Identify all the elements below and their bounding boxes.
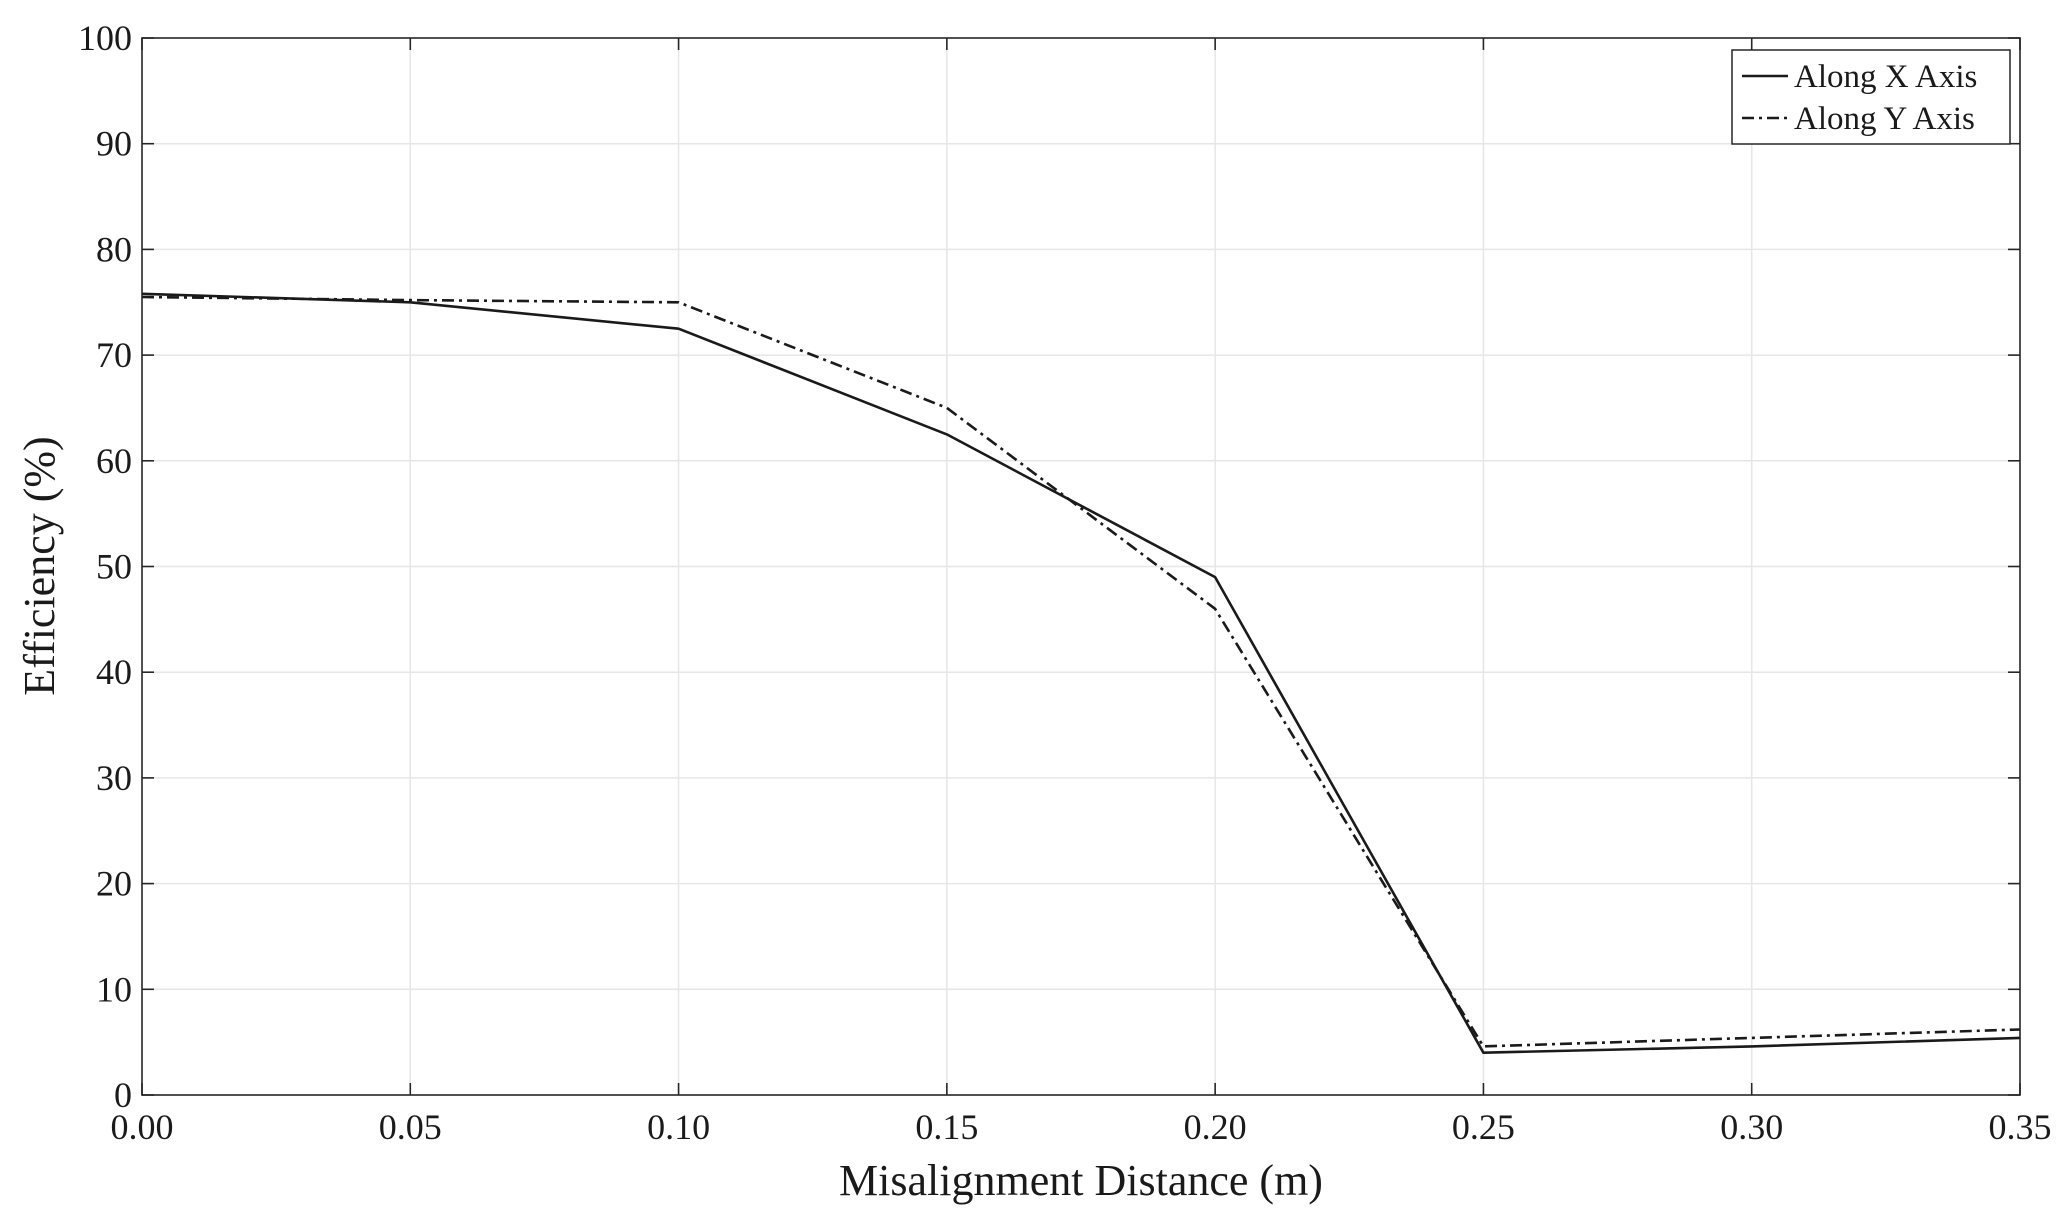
legend: Along X Axis Along Y Axis — [1731, 49, 2011, 145]
y-tick-label: 80 — [96, 229, 132, 269]
y-tick-label: 100 — [78, 18, 132, 58]
axis-ticks — [141, 37, 2021, 1096]
legend-label-along-y: Along Y Axis — [1794, 101, 1975, 137]
x-tick-label: 0.35 — [1989, 1107, 2052, 1147]
x-tick-label: 0.10 — [647, 1107, 710, 1147]
y-tick-label: 90 — [96, 124, 132, 164]
series-line-along-x-axis — [141, 292, 2021, 1054]
grid — [142, 38, 2020, 1095]
y-tick-label: 70 — [96, 335, 132, 375]
x-tick-label: 0.05 — [379, 1107, 442, 1147]
y-tick-label: 0 — [114, 1075, 132, 1115]
y-tick-label: 30 — [96, 758, 132, 798]
series-lines — [141, 292, 2021, 1054]
x-tick-label: 0.15 — [915, 1107, 978, 1147]
y-tick-labels: 0 10 20 30 40 50 60 70 80 90 100 — [78, 18, 132, 1115]
x-tick-labels: 0.00 0.05 0.10 0.15 0.20 0.25 0.30 0.35 — [111, 1107, 2052, 1147]
x-tick-label: 0.25 — [1452, 1107, 1515, 1147]
y-tick-label: 60 — [96, 441, 132, 481]
x-tick-label: 0.30 — [1720, 1107, 1783, 1147]
legend-label-along-x: Along X Axis — [1794, 59, 1977, 95]
x-axis-label: Misalignment Distance (m) — [839, 1156, 1323, 1205]
y-tick-label: 40 — [96, 652, 132, 692]
y-axis-label: Efficiency (%) — [15, 436, 64, 695]
series-line-along-y-axis — [141, 295, 2021, 1048]
legend-box — [1731, 49, 2011, 145]
x-tick-label: 0.00 — [111, 1107, 174, 1147]
y-tick-label: 20 — [96, 864, 132, 904]
y-tick-label: 10 — [96, 969, 132, 1009]
y-tick-label: 50 — [96, 547, 132, 587]
x-tick-label: 0.20 — [1184, 1107, 1247, 1147]
